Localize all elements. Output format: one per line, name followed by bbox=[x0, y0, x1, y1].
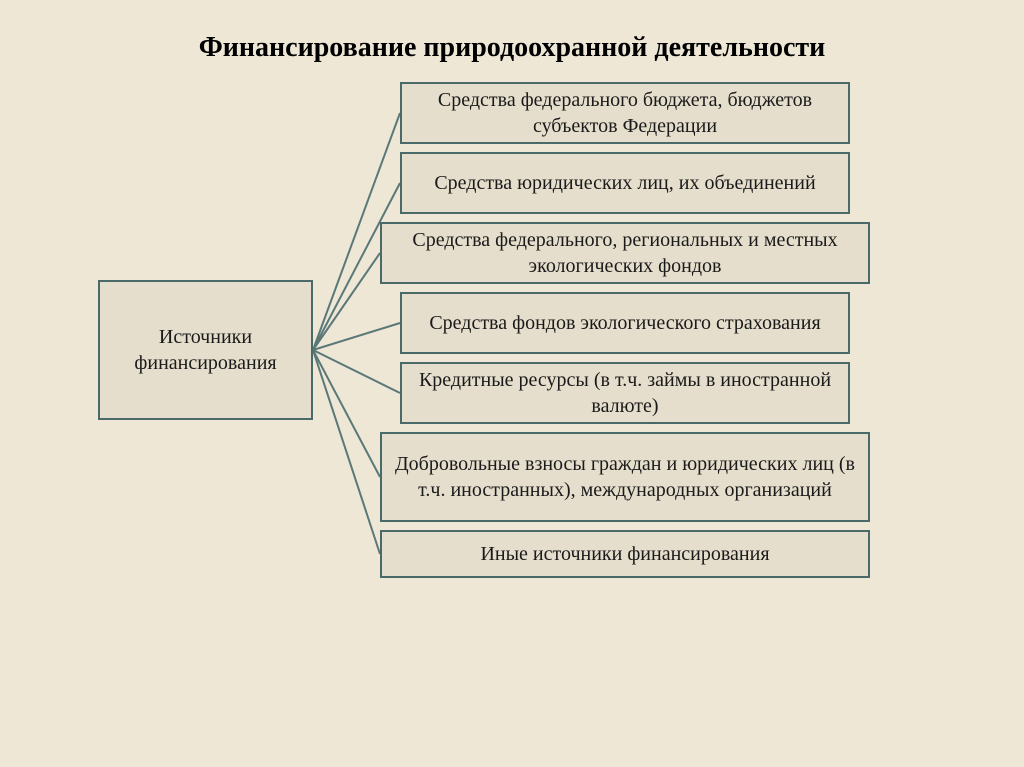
item-box-0: Средства федерального бюджета, бюджетов … bbox=[400, 82, 850, 144]
item-box-2: Средства федерального, региональных и ме… bbox=[380, 222, 870, 284]
item-box-3: Средства фондов экологического страхован… bbox=[400, 292, 850, 354]
item-label-6: Иные источники финансирования bbox=[480, 541, 769, 567]
item-label-4: Кредитные ресурсы (в т.ч. займы в иностр… bbox=[414, 367, 836, 419]
item-box-4: Кредитные ресурсы (в т.ч. займы в иностр… bbox=[400, 362, 850, 424]
source-box: Источники финансирования bbox=[98, 280, 313, 420]
item-label-1: Средства юридических лиц, их объединений bbox=[434, 170, 815, 196]
item-label-2: Средства федерального, региональных и ме… bbox=[394, 227, 856, 279]
diagram-container: Источники финансирования Средства федера… bbox=[0, 80, 1024, 700]
item-box-1: Средства юридических лиц, их объединений bbox=[400, 152, 850, 214]
item-box-6: Иные источники финансирования bbox=[380, 530, 870, 578]
item-label-0: Средства федерального бюджета, бюджетов … bbox=[414, 87, 836, 139]
source-label: Источники финансирования bbox=[110, 324, 301, 376]
item-box-5: Добровольные взносы граждан и юридически… bbox=[380, 432, 870, 522]
diagram-title: Финансирование природоохранной деятельно… bbox=[0, 0, 1024, 65]
item-label-5: Добровольные взносы граждан и юридически… bbox=[394, 451, 856, 503]
item-label-3: Средства фондов экологического страхован… bbox=[429, 310, 820, 336]
